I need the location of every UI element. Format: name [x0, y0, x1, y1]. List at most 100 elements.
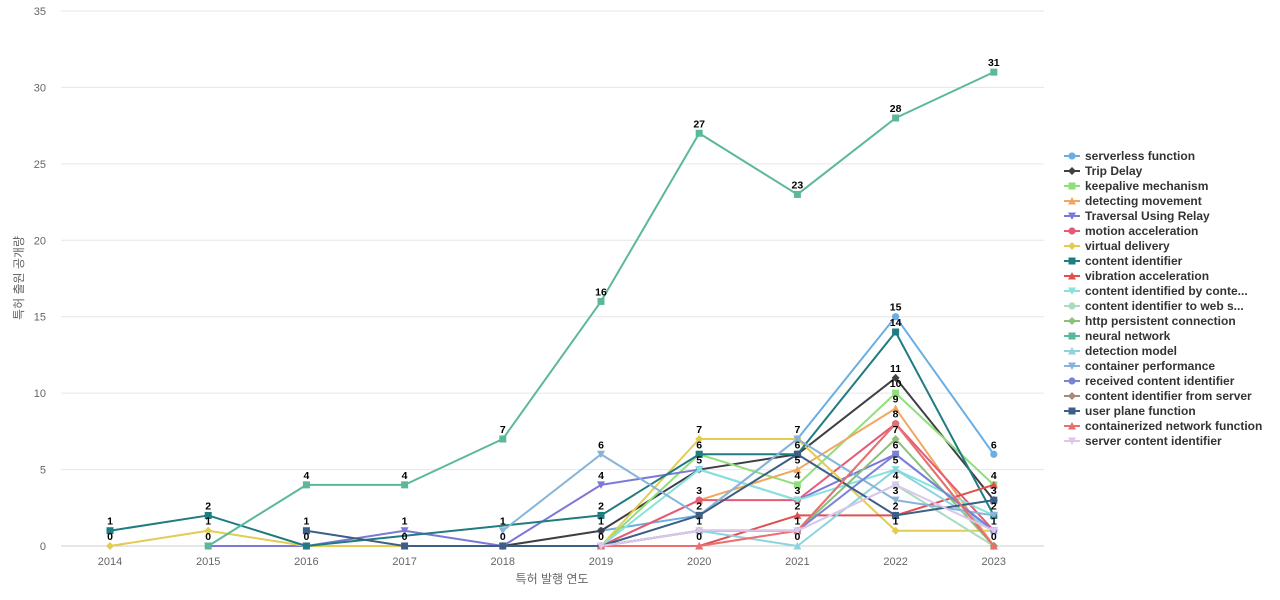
data-label: 15	[890, 302, 902, 314]
data-point	[989, 527, 998, 535]
legend-item[interactable]: detecting movement	[1064, 194, 1202, 208]
data-label: 10	[890, 378, 902, 390]
legend-item[interactable]: content identifier from server	[1064, 389, 1252, 403]
data-label: 4	[598, 470, 604, 482]
data-label: 1	[696, 516, 702, 528]
data-label: 4	[794, 470, 800, 482]
y-tick-label: 20	[34, 235, 46, 247]
data-point	[891, 481, 900, 489]
data-point	[989, 480, 998, 489]
data-point	[597, 542, 605, 550]
data-label: 14	[890, 317, 902, 329]
data-label: 1	[500, 516, 506, 528]
data-labels: 1021041041071016642102776532102376543210…	[107, 57, 1000, 543]
y-tick-label: 15	[34, 312, 46, 324]
data-label: 23	[792, 179, 804, 191]
data-label: 28	[890, 103, 902, 115]
legend-item[interactable]: user plane function	[1064, 404, 1196, 418]
legend-label: content identified by conte...	[1085, 284, 1248, 298]
data-label: 6	[893, 439, 899, 451]
data-label: 11	[890, 363, 901, 375]
data-point	[401, 542, 409, 550]
x-axis-ticks: 2014 2015 2016 2017 2018 2019 2020 2021 2022 2023	[98, 556, 1006, 568]
y-tick-label: 0	[40, 541, 46, 553]
data-label: 31	[988, 57, 1000, 69]
legend-marker	[1068, 392, 1076, 400]
series-line	[502, 438, 994, 532]
data-point	[695, 511, 703, 519]
data-point	[597, 511, 605, 519]
legend-marker	[1068, 197, 1076, 205]
legend-marker	[1068, 242, 1076, 250]
data-point	[597, 450, 605, 459]
data-label: 3	[696, 485, 702, 497]
legend-item[interactable]: server content identifier	[1064, 434, 1222, 448]
legend-label: content identifier from server	[1085, 389, 1252, 403]
data-point	[597, 297, 605, 305]
legend-item[interactable]: content identified by conte...	[1064, 284, 1248, 298]
data-point	[793, 496, 802, 505]
data-point	[892, 511, 900, 519]
data-point	[499, 435, 507, 443]
data-label: 5	[696, 455, 702, 467]
data-point	[204, 542, 212, 550]
data-label: 2	[893, 500, 899, 512]
legend-label: received content identifier	[1085, 374, 1235, 388]
legend-item[interactable]: Trip Delay	[1064, 164, 1143, 178]
x-tick-label: 2022	[883, 556, 907, 568]
data-label: 1	[991, 516, 997, 528]
y-tick-label: 30	[34, 82, 46, 94]
data-point	[597, 481, 605, 489]
data-label: 27	[693, 118, 705, 130]
data-point	[891, 526, 900, 535]
legend-item[interactable]: received content identifier	[1064, 374, 1235, 388]
legend-item[interactable]: containerized network function	[1064, 419, 1262, 433]
legend-label: user plane function	[1085, 404, 1196, 418]
data-label: 2	[598, 500, 604, 512]
legend-item[interactable]: virtual delivery	[1064, 239, 1170, 253]
legend-item[interactable]: neural network	[1064, 329, 1171, 343]
legend-marker	[1068, 347, 1076, 355]
data-point	[892, 328, 900, 336]
legend-marker	[1068, 332, 1076, 340]
x-tick-label: 2020	[687, 556, 711, 568]
legend-item[interactable]: vibration acceleration	[1064, 269, 1209, 283]
data-label: 0	[303, 531, 309, 543]
legend-marker	[1068, 167, 1076, 175]
data-label: 0	[696, 531, 702, 543]
legend-marker	[1068, 182, 1076, 190]
data-label: 1	[402, 516, 408, 528]
legend-item[interactable]: detection model	[1064, 344, 1177, 358]
legend-item[interactable]: motion acceleration	[1064, 224, 1198, 238]
data-label: 8	[893, 409, 899, 421]
legend-item[interactable]: Traversal Using Relay	[1064, 209, 1210, 223]
legend-marker	[1068, 212, 1076, 220]
y-axis-ticks: 0 5 10 15 20 25 30 35	[34, 6, 46, 553]
data-label: 1	[205, 516, 211, 528]
series-line	[502, 376, 995, 547]
legend-marker	[1068, 287, 1076, 295]
legend-item[interactable]: content identifier	[1064, 254, 1183, 268]
series-trip-delay	[498, 373, 998, 550]
series-line	[109, 331, 995, 547]
x-tick-label: 2019	[589, 556, 613, 568]
legend-item[interactable]: content identifier to web s...	[1064, 299, 1244, 313]
data-point	[990, 450, 998, 458]
data-point	[892, 313, 900, 321]
legend-item[interactable]: http persistent connection	[1064, 314, 1236, 328]
legend-label: detecting movement	[1085, 194, 1202, 208]
data-label: 6	[991, 439, 997, 451]
legend-item[interactable]: serverless function	[1064, 149, 1195, 163]
data-label: 2	[991, 500, 997, 512]
x-tick-label: 2023	[982, 556, 1006, 568]
data-point	[891, 419, 900, 428]
data-point	[302, 481, 310, 489]
legend-item[interactable]: container performance	[1064, 359, 1215, 373]
y-tick-label: 35	[34, 6, 46, 18]
data-label: 6	[696, 439, 702, 451]
data-point	[989, 542, 998, 550]
x-tick-label: 2021	[785, 556, 809, 568]
data-point	[891, 373, 900, 382]
legend-item[interactable]: keepalive mechanism	[1064, 179, 1208, 193]
